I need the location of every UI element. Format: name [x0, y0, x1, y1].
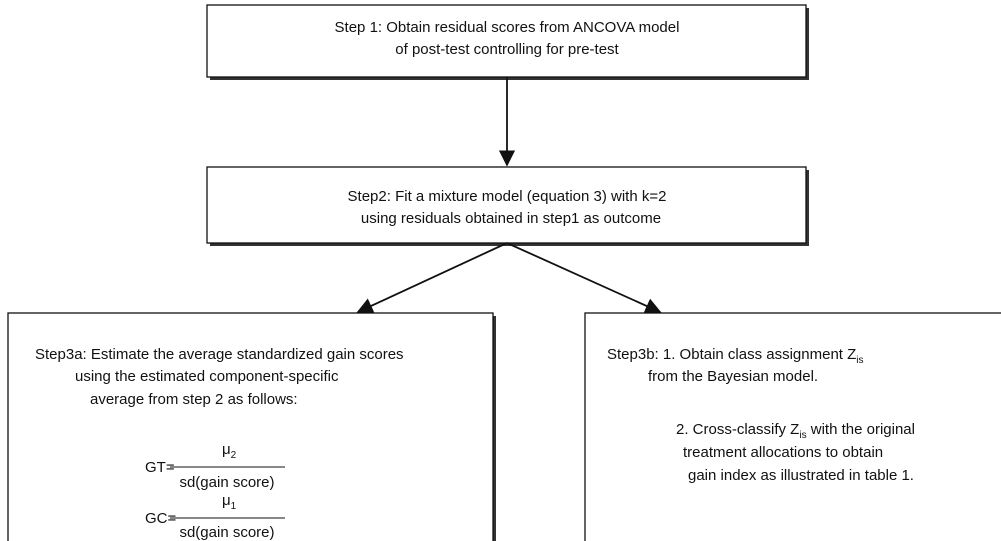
step3a-text: average from step 2 as follows: [90, 391, 298, 408]
formula-numerator: μ2 [222, 441, 237, 461]
formula-lhs: GT= [145, 459, 175, 476]
formula-lhs: GC= [145, 510, 177, 527]
symbol: μ [222, 492, 231, 509]
formula-denominator: sd(gain score) [179, 474, 274, 491]
symbol: μ [222, 441, 231, 458]
step3a-text: using the estimated component-specific [75, 368, 339, 385]
subscript: is [799, 430, 806, 441]
step1-box [206, 4, 807, 78]
subscript: 1 [231, 501, 237, 512]
subscript: 2 [231, 450, 237, 461]
step1-text: of post-test controlling for pre-test [395, 41, 619, 58]
arrow [356, 242, 508, 314]
step3a-text: Step3a: Estimate the average standardize… [35, 346, 404, 363]
arrow [506, 242, 662, 314]
text: 2. Cross-classify Z [676, 421, 799, 438]
step2-text: using residuals obtained in step1 as out… [361, 210, 661, 227]
step3b-text: 2. Cross-classify Zis with the original [676, 421, 915, 441]
subscript: is [856, 355, 863, 366]
step3b-text: Step3b: 1. Obtain class assignment Zis [607, 346, 864, 366]
step3b-text: gain index as illustrated in table 1. [688, 467, 914, 484]
formula-denominator: sd(gain score) [179, 524, 274, 541]
step2-text: Step2: Fit a mixture model (equation 3) … [348, 188, 667, 205]
formula-numerator: μ1 [222, 492, 237, 512]
text: Step3b: 1. Obtain class assignment Z [607, 346, 856, 363]
text: with the original [807, 421, 915, 438]
step3b-text: treatment allocations to obtain [683, 444, 883, 461]
step3b-text: from the Bayesian model. [648, 368, 818, 385]
step3b-box [584, 312, 1001, 541]
step1-text: Step 1: Obtain residual scores from ANCO… [335, 19, 680, 36]
step2-box [206, 166, 807, 244]
step3a-box [7, 312, 494, 541]
